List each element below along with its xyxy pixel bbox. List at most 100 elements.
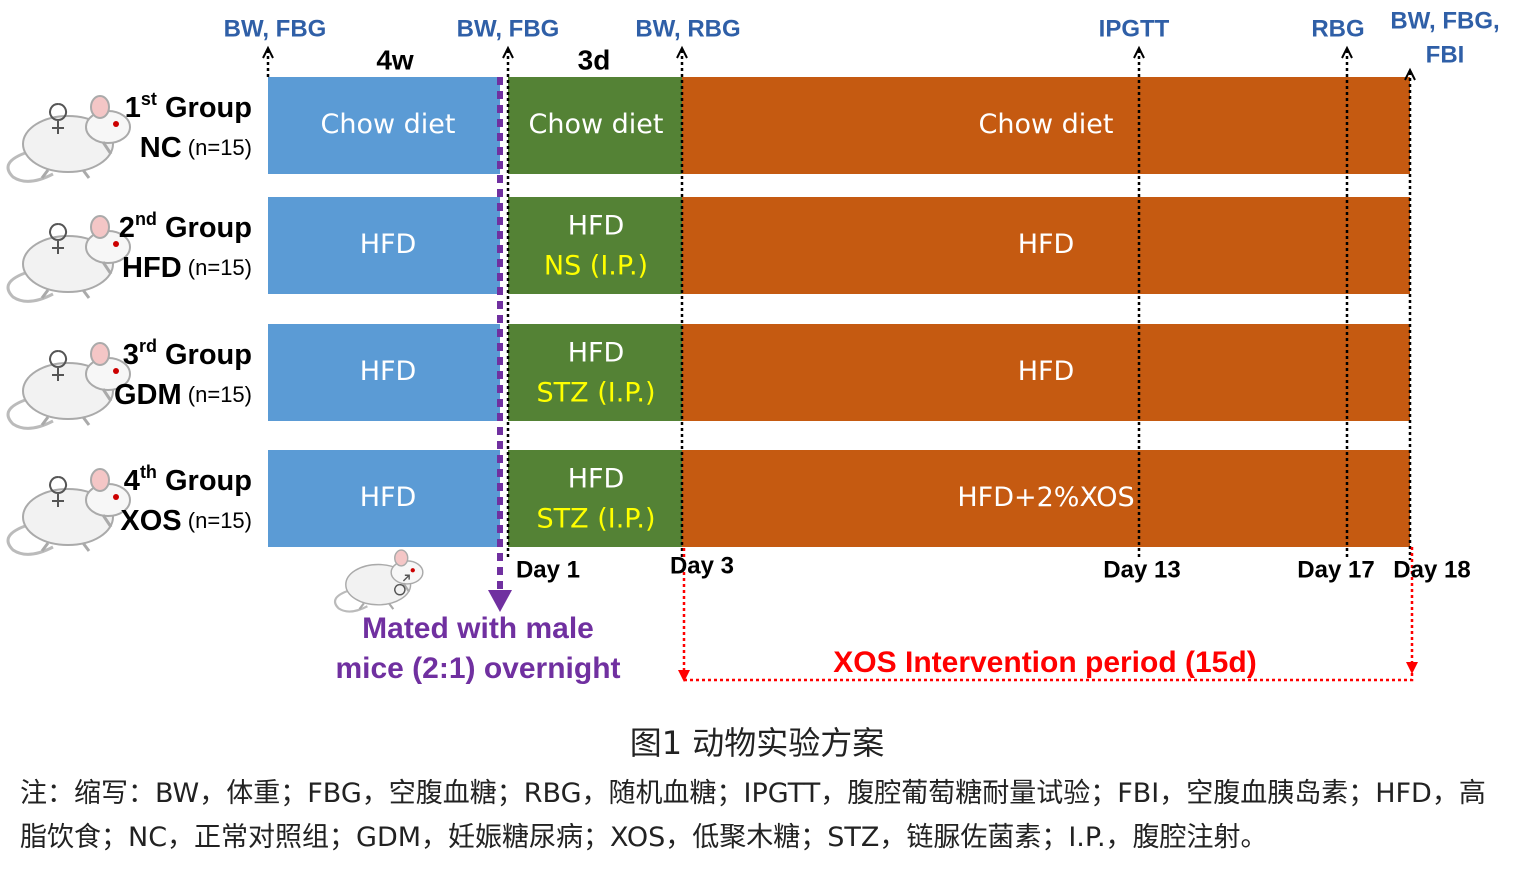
note: 注：缩写：BW，体重；FBG，空腹血糖；RBG，随机血糖；IPGTT，腹腔葡萄糖… [20,778,1486,853]
phase-bar [508,324,682,421]
mouse-legs [40,261,113,299]
phase-label: HFD [1018,356,1075,387]
phase-label: HFD [360,356,417,387]
group-n: (n=15) [188,382,252,407]
phase-label: HFD [360,229,417,260]
mouse-legs [358,582,411,610]
group-ordinal: 3 [123,339,139,371]
group-word: Group [165,212,252,244]
timepoint-label: BW, RBG [635,15,740,42]
group-name: GDM (n=15) [114,379,252,411]
group-label: 2nd Group [119,209,252,244]
timepoint-label: BW, FBG, [1390,7,1499,34]
group-abbr: HFD [122,252,182,284]
mating-arrow [488,590,512,612]
day-label: Day 3 [670,552,734,579]
mouse-ear [394,549,409,567]
group-word: Group [165,92,252,124]
intervention-bracket [682,545,1414,682]
group-label: 4th Group [124,462,252,497]
female-symbol [49,476,67,507]
mouse-tail [6,270,54,303]
group-name: NC (n=15) [140,132,252,164]
day-label: Day 13 [1103,556,1180,583]
group-ordinal-suffix: nd [135,209,157,229]
female-symbol [49,103,67,134]
phase-bar [508,77,682,174]
group-word: Group [165,465,252,497]
arrow-head [1133,45,1145,59]
phase-bar [508,197,682,294]
day-label: Day 18 [1393,556,1470,583]
phase-label: Chow diet [979,109,1114,140]
group-ordinal: 4 [124,465,140,497]
timepoint-label: RBG [1311,15,1364,42]
mouse-icon [6,215,131,303]
space [157,339,165,371]
mating-note: mice (2:1) overnight [335,652,620,685]
mouse-eye [113,494,119,500]
group-abbr: NC [140,132,182,164]
arrow-head [1404,67,1416,81]
group-name: HFD (n=15) [122,252,252,284]
phase-label: HFD [568,464,625,495]
group-n: (n=15) [188,135,252,160]
phase-bar [682,197,1410,294]
space [157,465,165,497]
mouse-head [85,110,131,144]
group-n: (n=15) [188,255,252,280]
mouse-ear [90,468,110,492]
caption: 图1 动物实验方案 [629,724,885,762]
phase-bar [508,450,682,547]
phase-bar [268,197,500,294]
intervention-label: XOS Intervention period (15d) [833,646,1256,679]
phase-label: STZ (I.P.) [537,378,656,409]
timepoint-label: IPGTT [1099,15,1170,42]
mouse-tail [6,150,54,183]
arrow-head [1406,662,1418,674]
mouse-eye [113,121,119,127]
mouse-legs [40,388,113,426]
group-ordinal-suffix: rd [139,336,157,356]
male-symbol [394,574,410,596]
space [157,212,165,244]
phase-bar [682,324,1410,421]
phase-label: HFD [1018,229,1075,260]
mouse-ear [90,215,110,239]
mouse-ear [90,342,110,366]
phase-label: NS (I.P.) [544,251,648,282]
phase-label: STZ (I.P.) [537,504,656,535]
phase-bar [268,450,500,547]
diagram: 4w 3d Mated with male mice (2:1) overnig… [6,7,1500,685]
group-ordinal-suffix: st [141,89,157,109]
mouse-head [390,560,424,585]
mouse-icon [6,95,131,183]
space [157,92,165,124]
phase-label: HFD [360,482,417,513]
group-label: 1st Group [125,89,252,124]
phase-label: Chow diet [529,109,664,140]
timepoint-label: FBI [1426,41,1465,68]
arrow-head [678,670,690,682]
duration: 4w [376,44,414,75]
arrow-head [1341,45,1353,59]
group-abbr: XOS [120,505,181,537]
group-ordinal-suffix: th [140,462,157,482]
arrow-head [262,45,274,59]
phase-label: HFD+2%XOS [957,482,1134,513]
mouse-tail [6,523,54,556]
mouse-tail [6,397,54,430]
mouse-eye [410,568,415,573]
phase-label: Chow diet [321,109,456,140]
mouse-icon [333,549,424,613]
arrow-head [502,45,514,59]
timepoint-label: BW, FBG [457,15,560,42]
group-name: XOS (n=15) [120,505,252,537]
group-label: 3rd Group [123,336,252,371]
timepoint-label: BW, FBG [224,15,327,42]
mouse-eye [113,368,119,374]
phase-bar [682,77,1410,174]
mating-note: Mated with male [362,612,594,645]
phase-bar [268,77,500,174]
